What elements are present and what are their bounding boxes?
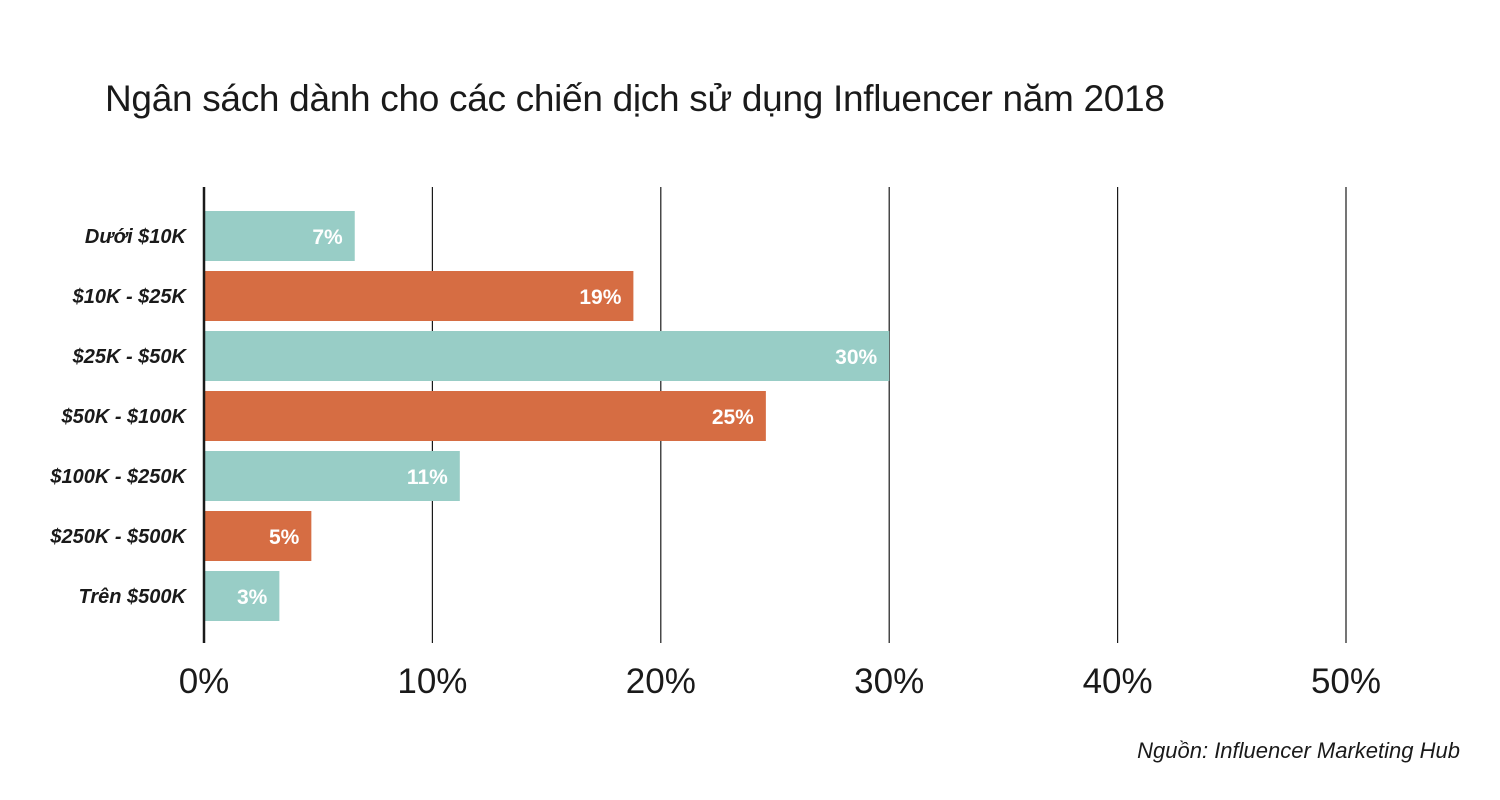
bars: 7% 19% 30% 25% 11% 5% 3% <box>204 211 890 621</box>
bar <box>204 451 460 501</box>
bar <box>204 511 312 561</box>
bar-value-label: 3% <box>237 586 268 609</box>
bar <box>204 391 766 441</box>
x-tick-label: 30% <box>854 662 924 701</box>
bar-value-label: 25% <box>712 406 754 429</box>
y-category-label: $25K - $50K <box>72 346 188 368</box>
bar-value-label: 11% <box>407 466 448 489</box>
x-tick-label: 50% <box>1311 662 1381 701</box>
axes: 0% 10% 20% 30% 40% 50% Dưới $10K $10K - $25K $25… <box>49 187 1381 701</box>
bar <box>204 271 634 321</box>
y-category-label: Trên $500K <box>79 586 188 608</box>
x-tick-label: 40% <box>1083 662 1153 701</box>
y-category-label: $10K - $25K <box>72 286 188 308</box>
x-tick-label: 10% <box>397 662 467 701</box>
y-category-label: $50K - $100K <box>60 406 187 428</box>
source-note: Nguồn: Influencer Marketing Hub <box>1137 738 1460 763</box>
bar-value-label: 7% <box>312 226 343 249</box>
y-category-label: $100K - $250K <box>49 466 187 488</box>
y-category-label: Dưới $10K <box>85 226 188 248</box>
bar <box>204 331 890 381</box>
x-tick-label: 0% <box>179 662 230 701</box>
bar-value-label: 30% <box>835 346 877 369</box>
bar-value-label: 19% <box>579 286 621 309</box>
chart-title: Ngân sách dành cho các chiến dịch sử dụn… <box>105 78 1165 119</box>
bar <box>204 211 355 261</box>
x-tick-label: 20% <box>626 662 696 701</box>
y-category-label: $250K - $500K <box>49 526 187 548</box>
bar <box>204 571 280 621</box>
bar-value-label: 5% <box>269 526 300 549</box>
